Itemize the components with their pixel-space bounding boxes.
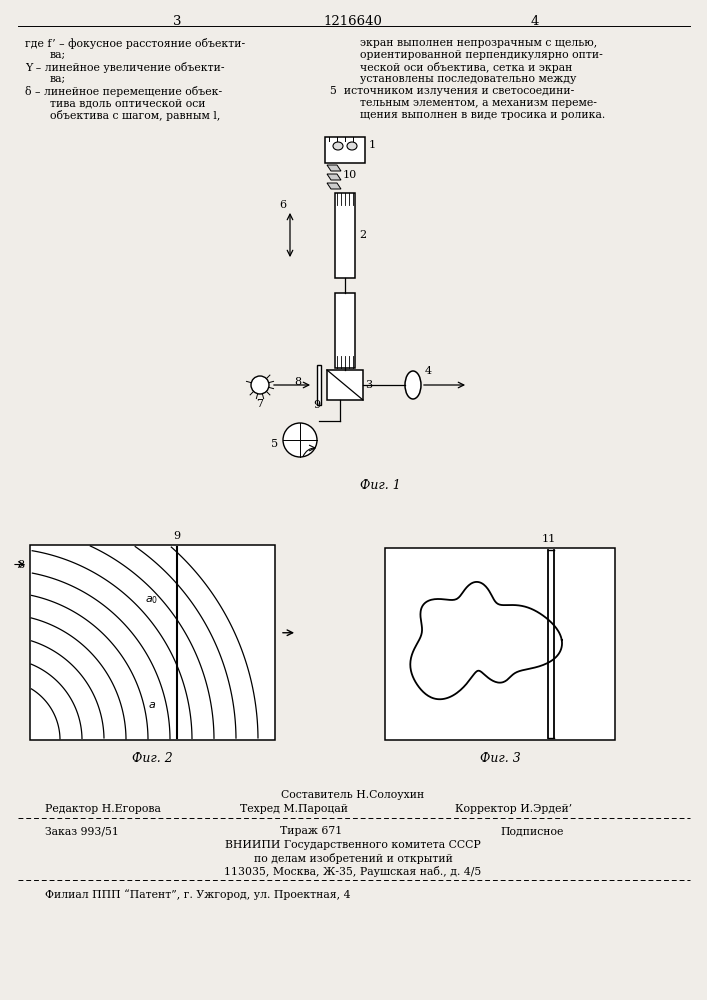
Text: Корректор И.Эрдей’: Корректор И.Эрдей’: [455, 804, 572, 814]
Text: 1216640: 1216640: [324, 15, 382, 28]
Bar: [30, 545, 275, 740]
Text: δ – линейное перемещение объек-: δ – линейное перемещение объек-: [25, 86, 222, 97]
Text: Заказ 993/51: Заказ 993/51: [45, 826, 119, 836]
Text: Редактор Н.Егорова: Редактор Н.Егорова: [45, 804, 161, 814]
Text: Фиг. 2: Фиг. 2: [132, 752, 173, 765]
Text: Подписное: Подписное: [500, 826, 563, 836]
Text: $a_0$: $a_0$: [146, 594, 158, 605]
Ellipse shape: [347, 142, 357, 150]
Circle shape: [251, 376, 269, 394]
Text: Фиг. 3: Фиг. 3: [479, 752, 520, 765]
Text: 8: 8: [294, 377, 301, 387]
Text: по делам изобретений и открытий: по делам изобретений и открытий: [254, 853, 452, 864]
Text: Филиал ППП “Патент”, г. Ужгород, ул. Проектная, 4: Филиал ППП “Патент”, г. Ужгород, ул. Про…: [45, 889, 351, 900]
Bar: [335, 293, 355, 368]
Bar: [327, 370, 363, 400]
Ellipse shape: [405, 371, 421, 399]
Text: Y – линейное увеличение объекти-: Y – линейное увеличение объекти-: [25, 62, 225, 73]
Ellipse shape: [333, 142, 343, 150]
Text: 9: 9: [173, 531, 180, 541]
Polygon shape: [327, 174, 341, 180]
Polygon shape: [327, 165, 341, 171]
Text: щения выполнен в виде тросика и ролика.: щения выполнен в виде тросика и ролика.: [360, 110, 605, 120]
Text: 6: 6: [279, 200, 286, 210]
Text: установлены последовательно между: установлены последовательно между: [360, 74, 576, 84]
Text: 3: 3: [365, 380, 372, 390]
Text: 113035, Москва, Ж-35, Раушская наб., д. 4/5: 113035, Москва, Ж-35, Раушская наб., д. …: [224, 866, 481, 877]
Text: ориентированной перпендикулярно опти-: ориентированной перпендикулярно опти-: [360, 50, 603, 60]
Bar: [335, 193, 355, 278]
Text: 7: 7: [257, 399, 264, 409]
Text: 9: 9: [313, 400, 320, 410]
Text: $a$: $a$: [148, 700, 156, 710]
Text: ва;: ва;: [50, 50, 66, 60]
Text: 5: 5: [271, 439, 278, 449]
Text: 4: 4: [531, 15, 539, 28]
Text: тива вдоль оптической оси: тива вдоль оптической оси: [50, 98, 206, 108]
Text: 8: 8: [17, 560, 24, 570]
Text: Тираж 671: Тираж 671: [280, 826, 342, 836]
Bar: [385, 548, 615, 740]
Bar: [317, 365, 321, 405]
Text: 1: 1: [369, 140, 376, 150]
Text: где f’ – фокусное расстояние объекти-: где f’ – фокусное расстояние объекти-: [25, 38, 245, 49]
Text: ВНИИПИ Государственного комитета СССР: ВНИИПИ Государственного комитета СССР: [225, 840, 481, 850]
Text: 5  источником излучения и светосоедини-: 5 источником излучения и светосоедини-: [330, 86, 574, 96]
Text: Техред М.Пароцай: Техред М.Пароцай: [240, 804, 348, 814]
Bar: [325, 137, 365, 163]
Text: ва;: ва;: [50, 74, 66, 84]
Text: 4: 4: [425, 366, 432, 376]
Text: 10: 10: [343, 170, 357, 180]
Text: 3: 3: [173, 15, 181, 28]
Text: ческой оси объектива, сетка и экран: ческой оси объектива, сетка и экран: [360, 62, 573, 73]
Text: 2: 2: [359, 231, 366, 240]
Text: Составитель Н.Солоухин: Составитель Н.Солоухин: [281, 790, 425, 800]
Text: экран выполнен непрозрачным с щелью,: экран выполнен непрозрачным с щелью,: [360, 38, 597, 48]
Text: 11: 11: [542, 534, 556, 544]
Circle shape: [283, 423, 317, 457]
Text: объектива с шагом, равным l,: объектива с шагом, равным l,: [50, 110, 221, 121]
Polygon shape: [327, 183, 341, 189]
Text: Фиг. 1: Фиг. 1: [360, 479, 401, 492]
Text: тельным элементом, а механизм переме-: тельным элементом, а механизм переме-: [360, 98, 597, 108]
